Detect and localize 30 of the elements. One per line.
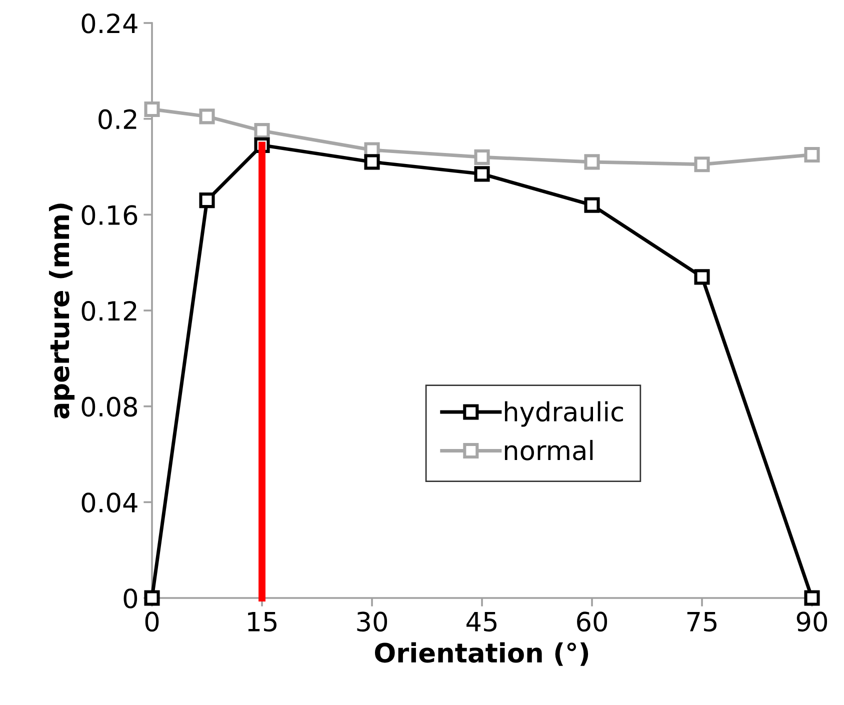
point <box>584 197 600 213</box>
y-tick-label: 0.12 <box>82 300 136 321</box>
y-axis-title: aperture (mm) <box>48 204 74 418</box>
point <box>694 269 710 285</box>
point <box>144 101 160 118</box>
y-tick-label: 0.2 <box>98 109 136 130</box>
x-tick-label: 60 <box>577 612 608 632</box>
x-tick-label: 90 <box>796 612 828 632</box>
legend-label: normal <box>504 440 593 460</box>
x-tick-label: 45 <box>466 612 496 632</box>
point <box>584 154 600 170</box>
y-tick-label: 0 <box>124 588 138 608</box>
x-tick-label: 0 <box>145 612 159 632</box>
point <box>364 154 380 170</box>
x-tick-label: 15 <box>248 612 276 632</box>
point <box>474 166 490 182</box>
x-tick-label: 30 <box>357 612 388 632</box>
point <box>474 149 490 165</box>
point <box>254 123 270 139</box>
y-tick-label: 0.04 <box>82 492 138 513</box>
x-axis-title: Orientation (°) <box>374 642 588 666</box>
x-tick-label: 75 <box>687 612 716 632</box>
point <box>804 146 820 163</box>
y-tick-label: 0.16 <box>82 205 138 226</box>
point <box>199 192 215 208</box>
point <box>199 108 215 124</box>
point <box>694 156 710 172</box>
y-tick-label: 0.08 <box>82 396 137 417</box>
legend-label: hydraulic <box>504 401 623 427</box>
y-tick-label: 0.24 <box>82 13 138 34</box>
